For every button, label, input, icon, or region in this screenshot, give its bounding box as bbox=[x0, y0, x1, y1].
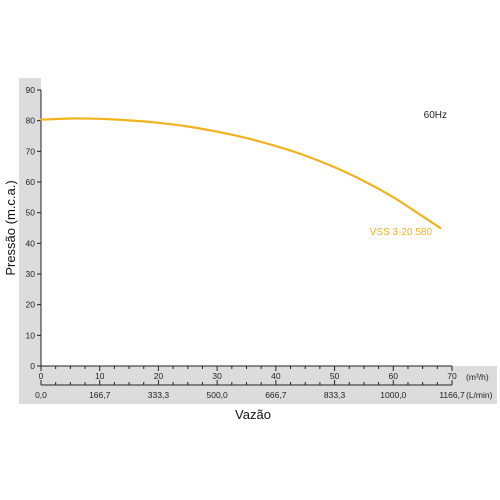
x-secondary-tick-label: 666,7 bbox=[265, 390, 287, 400]
y-tick-label: 70 bbox=[26, 146, 36, 156]
x-tick-label: 50 bbox=[330, 371, 340, 381]
x-axis-title: Vazão bbox=[235, 407, 271, 422]
x-secondary-tick-label: 1166,7 bbox=[439, 390, 465, 400]
x-unit-primary: (m³/h) bbox=[466, 372, 489, 382]
series-group bbox=[39, 117, 442, 230]
x-tick-label: 20 bbox=[154, 371, 164, 381]
y-tick-label: 40 bbox=[26, 238, 36, 248]
x-tick-label: 60 bbox=[389, 371, 399, 381]
y-axis-title: Pressão (m.c.a.) bbox=[3, 180, 18, 275]
x-secondary-tick-label: 166,7 bbox=[89, 390, 111, 400]
y-axis-band bbox=[19, 78, 41, 404]
x-secondary-tick-label: 333,3 bbox=[148, 390, 170, 400]
x-secondary-tick-label: 1000,0 bbox=[380, 390, 406, 400]
x-secondary-tick-label: 0,0 bbox=[35, 390, 47, 400]
y-tick-label: 60 bbox=[26, 177, 36, 187]
y-tick-label: 0 bbox=[30, 361, 35, 371]
y-tick-label: 50 bbox=[26, 208, 36, 218]
frequency-label: 60Hz bbox=[424, 110, 447, 121]
y-ticks: 0 10 20 30 40 50 60 70 80 90 bbox=[26, 85, 41, 371]
y-tick-label: 30 bbox=[26, 269, 36, 279]
series-label: VSS 3-20 580 bbox=[370, 227, 433, 238]
y-tick-label: 90 bbox=[26, 85, 36, 95]
x-tick-label: 30 bbox=[212, 371, 222, 381]
x-tick-label: 40 bbox=[271, 371, 281, 381]
x-ticks: 0 10 20 30 40 50 60 70 bbox=[39, 366, 457, 381]
x-secondary-tick-label: 833,3 bbox=[324, 390, 346, 400]
x-tick-label: 0 bbox=[39, 371, 44, 381]
x-tick-label: 70 bbox=[447, 371, 457, 381]
y-tick-label: 80 bbox=[26, 116, 36, 126]
y-tick-label: 10 bbox=[26, 330, 36, 340]
x-secondary-ticks: 0,0 166,7 333,3 500,0 666,7 833,3 1000,0 1166,7 bbox=[35, 380, 465, 400]
y-tick-label: 20 bbox=[26, 300, 36, 310]
x-secondary-tick-label: 500,0 bbox=[207, 390, 229, 400]
x-tick-label: 10 bbox=[95, 371, 105, 381]
x-unit-secondary: (L/min) bbox=[466, 390, 493, 400]
series-line bbox=[39, 117, 442, 230]
